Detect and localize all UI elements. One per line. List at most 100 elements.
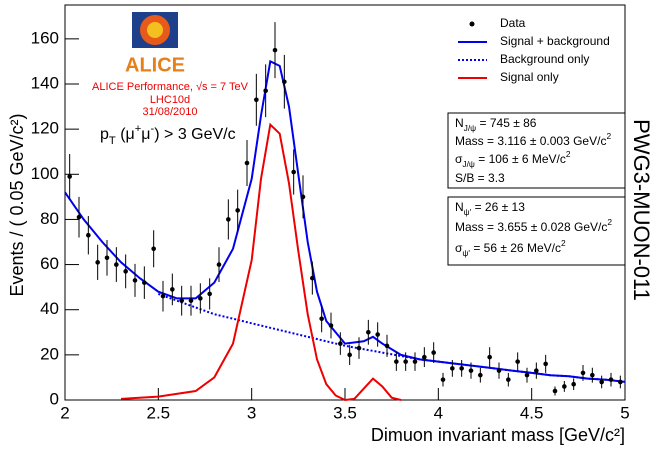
data-point (142, 280, 147, 285)
data-point (431, 350, 436, 355)
data-point (524, 372, 530, 378)
data-point (95, 260, 100, 265)
text-part: J/ψ (462, 159, 475, 169)
fit-result: NJ/ψ = 745 ± 86 (455, 116, 537, 133)
x-tick-label: 3.5 (333, 403, 357, 422)
data-point (534, 368, 539, 373)
data-point (496, 368, 502, 373)
data-point (188, 298, 194, 303)
data-point (76, 214, 82, 220)
text-part: N (455, 116, 464, 130)
data-point (580, 370, 586, 376)
x-tick-label: 2.5 (147, 403, 171, 422)
legend-label: Signal + background (500, 34, 610, 48)
x-tick-label: 2 (60, 403, 69, 422)
x-tick-label: 4.5 (520, 403, 544, 422)
fit-curve (157, 292, 626, 383)
text-part: 2 (561, 238, 566, 248)
data-point (356, 345, 362, 351)
data-point (226, 217, 231, 222)
text-part: - (151, 123, 155, 135)
text-part: J/ψ (464, 123, 477, 133)
data-point (543, 361, 548, 367)
data-point (403, 359, 408, 364)
y-axis-title: Events / ( 0.05 GeV/c²) (7, 113, 27, 296)
data-point (244, 160, 250, 166)
logo: ALICE (125, 12, 185, 76)
x-axis-title: Dimuon invariant mass [GeV/c²] (371, 425, 625, 445)
data-point (422, 354, 427, 360)
text-part: = 26 ± 13 (471, 200, 525, 214)
text-part: ψ' (464, 207, 472, 217)
text-part: ψ' (462, 248, 470, 258)
text-part: (μ (116, 126, 135, 143)
data-point (291, 169, 296, 175)
legend-label: Data (500, 16, 526, 30)
text-part: ) > 3 GeV/c (154, 126, 235, 143)
data-point (459, 366, 464, 371)
y-tick-label: 120 (31, 119, 59, 138)
x-tick-label: 4 (434, 403, 443, 422)
y-tick-label: 160 (31, 28, 59, 47)
fit-result: σψ' = 56 ± 26 MeV/c2 (455, 238, 566, 258)
cut-label: pT (μ+μ-) > 3 GeV/c (100, 123, 236, 147)
data-point (104, 255, 110, 261)
fit-result: σJ/ψ = 106 ± 6 MeV/c2 (455, 149, 571, 169)
data-point (207, 291, 212, 297)
y-tick-label: 20 (40, 344, 59, 363)
data-point (412, 359, 418, 364)
psi2s-box (447, 196, 626, 266)
data-point (562, 384, 567, 389)
data-point (151, 246, 156, 252)
logo-text: ALICE (125, 54, 185, 76)
legend-marker (469, 21, 475, 27)
data-point (590, 372, 595, 378)
fit-result: Nψ' = 26 ± 13 (455, 200, 525, 217)
data-point (328, 323, 334, 328)
data-point (319, 316, 324, 322)
data-point (235, 208, 240, 213)
text-part: = 106 ± 6 MeV/c (475, 152, 566, 166)
text-part: N (455, 200, 464, 214)
data-point (571, 381, 576, 387)
data-point (366, 329, 371, 335)
data-point (179, 298, 184, 303)
text-part: Mass = 3.655 ± 0.028 GeV/c (455, 220, 607, 234)
data-point (384, 343, 390, 349)
data-point (487, 354, 492, 360)
legend-label: Signal only (500, 70, 559, 84)
data-point (394, 359, 399, 364)
text-part: = 56 ± 26 MeV/c (470, 241, 561, 255)
performance-label: ALICE Performance, √s = 7 TeV (92, 81, 249, 93)
text-part: = 745 ± 86 (476, 116, 537, 130)
data-point (552, 388, 558, 394)
data-point (338, 341, 343, 346)
x-tick-label: 5 (620, 403, 629, 422)
data-point (478, 372, 483, 378)
fit-result: S/B = 3.3 (455, 171, 505, 185)
y-tick-label: 0 (50, 389, 59, 408)
data-point (86, 232, 91, 238)
text-part: Mass = 3.116 ± 0.003 GeV/c (455, 134, 606, 148)
data-point (300, 194, 306, 200)
data-point (132, 278, 138, 283)
legend-label: Background only (500, 52, 589, 66)
y-tick-label: 80 (40, 209, 59, 228)
fit-result: Mass = 3.655 ± 0.028 GeV/c2 (455, 217, 612, 234)
data-point (216, 262, 222, 267)
data-point (440, 377, 446, 382)
data-point (198, 296, 203, 301)
data-point (272, 47, 278, 53)
y-tick-label: 140 (31, 73, 59, 92)
data-point (282, 79, 287, 85)
text-part: + (135, 123, 142, 135)
text-part: p (100, 126, 109, 143)
data-point (347, 352, 352, 358)
data-point (160, 293, 166, 299)
text-part: σ (455, 241, 463, 255)
text-part: 2 (607, 217, 612, 227)
y-tick-label: 40 (40, 299, 59, 318)
data-point (450, 366, 455, 371)
y-tick-label: 100 (31, 164, 59, 183)
